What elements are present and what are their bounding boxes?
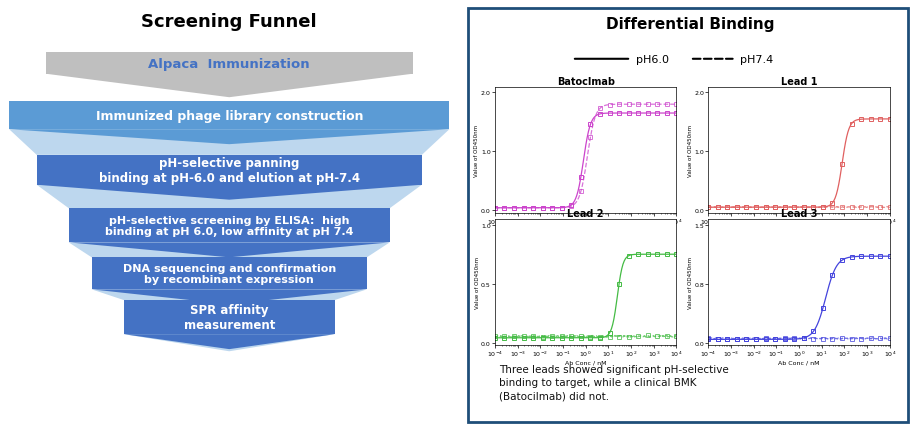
Text: Immunized phage library construction: Immunized phage library construction <box>95 109 363 123</box>
FancyBboxPatch shape <box>468 9 908 422</box>
Polygon shape <box>37 185 422 200</box>
Text: pH6.0: pH6.0 <box>635 55 668 65</box>
Polygon shape <box>9 102 449 130</box>
Text: SPR affinity
measurement: SPR affinity measurement <box>183 303 275 331</box>
Polygon shape <box>92 258 367 290</box>
Polygon shape <box>9 130 449 145</box>
Polygon shape <box>124 334 335 349</box>
Polygon shape <box>9 130 449 155</box>
Polygon shape <box>92 290 367 300</box>
Text: pH-selective screening by ELISA:  high
binding at pH 6.0, low affinity at pH 7.4: pH-selective screening by ELISA: high bi… <box>105 215 353 236</box>
Polygon shape <box>69 209 390 243</box>
Polygon shape <box>69 243 390 258</box>
Polygon shape <box>46 53 413 75</box>
X-axis label: Ab Conc / nM: Ab Conc / nM <box>779 360 820 365</box>
Y-axis label: Value of OD450nm: Value of OD450nm <box>688 256 693 308</box>
Text: Alpaca  Immunization: Alpaca Immunization <box>149 58 310 70</box>
Polygon shape <box>46 75 413 98</box>
Y-axis label: Value of OD450nm: Value of OD450nm <box>688 124 692 176</box>
Polygon shape <box>92 290 367 305</box>
Text: DNA sequencing and confirmation
by recombinant expression: DNA sequencing and confirmation by recom… <box>123 263 336 285</box>
Y-axis label: Value of OD450nm: Value of OD450nm <box>474 124 480 176</box>
Polygon shape <box>124 300 335 334</box>
Text: Differential Binding: Differential Binding <box>606 17 774 32</box>
Text: Screening Funnel: Screening Funnel <box>141 13 317 31</box>
Polygon shape <box>37 185 422 209</box>
X-axis label: Ab Conc / nM: Ab Conc / nM <box>779 228 820 233</box>
Text: Three leads showed significant pH-selective
binding to target, while a clinical : Three leads showed significant pH-select… <box>500 364 729 400</box>
Title: Lead 3: Lead 3 <box>780 209 817 219</box>
Polygon shape <box>69 243 390 258</box>
Title: Lead 1: Lead 1 <box>780 77 817 86</box>
X-axis label: Ab Conc / nM: Ab Conc / nM <box>565 228 606 233</box>
Text: pH7.4: pH7.4 <box>740 55 773 65</box>
Polygon shape <box>37 155 422 185</box>
Text: pH-selective panning
binding at pH-6.0 and elution at pH-7.4: pH-selective panning binding at pH-6.0 a… <box>99 156 359 184</box>
Title: Batoclmab: Batoclmab <box>557 77 614 86</box>
Polygon shape <box>124 334 335 351</box>
Title: Lead 2: Lead 2 <box>568 209 604 219</box>
Y-axis label: Value of OD450nm: Value of OD450nm <box>475 256 480 308</box>
X-axis label: Ab Conc / nM: Ab Conc / nM <box>565 360 606 365</box>
